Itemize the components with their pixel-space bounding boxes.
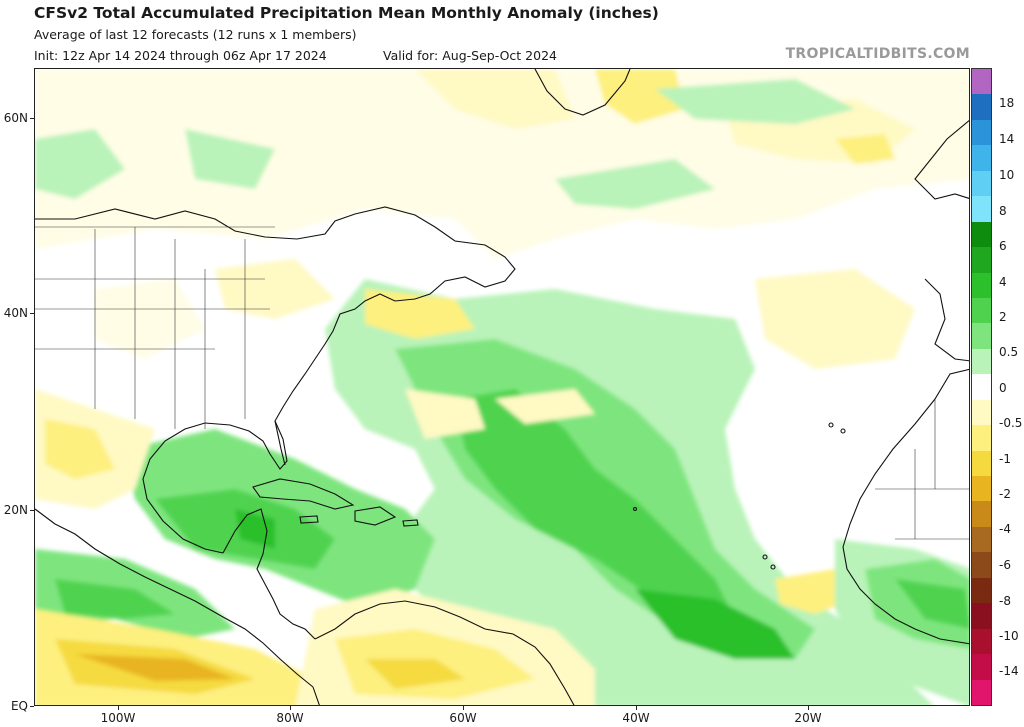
brand-watermark: TROPICALTIDBITS.COM bbox=[785, 46, 970, 62]
colorbar-segment bbox=[972, 679, 991, 706]
colorbar-segment bbox=[972, 399, 991, 426]
map-title: CFSv2 Total Accumulated Precipitation Me… bbox=[34, 4, 659, 22]
lat-tick bbox=[30, 313, 34, 314]
lat-tick bbox=[30, 706, 34, 707]
init-time: Init: 12z Apr 14 2024 through 06z Apr 17… bbox=[34, 48, 327, 63]
lon-label-60w: 60W bbox=[449, 711, 477, 725]
colorbar-label: 6 bbox=[999, 239, 1007, 253]
colorbar-segment bbox=[972, 552, 991, 579]
colorbar-segment bbox=[972, 94, 991, 121]
colorbar-label: 0 bbox=[999, 381, 1007, 395]
lat-label-20n: 20N bbox=[3, 503, 28, 517]
colorbar-segment bbox=[972, 69, 991, 95]
colorbar-segment bbox=[972, 196, 991, 223]
lon-label-40w: 40W bbox=[622, 711, 650, 725]
lat-tick bbox=[30, 118, 34, 119]
colorbar-segment bbox=[972, 654, 991, 681]
lon-label-100w: 100W bbox=[100, 711, 136, 725]
colorbar-segment bbox=[972, 272, 991, 299]
colorbar-label: -14 bbox=[999, 664, 1019, 678]
anomaly-field bbox=[35, 69, 969, 705]
colorbar-label: 4 bbox=[999, 275, 1007, 289]
lon-tick bbox=[290, 706, 291, 710]
colorbar-segment bbox=[972, 221, 991, 248]
colorbar-label: 2 bbox=[999, 310, 1007, 324]
colorbar-label: -2 bbox=[999, 487, 1011, 501]
colorbar-label: -6 bbox=[999, 558, 1011, 572]
lon-label-80w: 80W bbox=[276, 711, 304, 725]
colorbar-segment bbox=[972, 425, 991, 452]
colorbar-label: -10 bbox=[999, 629, 1019, 643]
colorbar-segment bbox=[972, 348, 991, 375]
colorbar-label: 0.5 bbox=[999, 345, 1019, 359]
colorbar-label: -8 bbox=[999, 594, 1011, 608]
map-canvas bbox=[35, 69, 969, 705]
lat-label-eq: EQ bbox=[10, 699, 28, 713]
colorbar-segment bbox=[972, 501, 991, 528]
map-subtitle: Average of last 12 forecasts (12 runs x … bbox=[34, 27, 357, 42]
colorbar-segment bbox=[972, 119, 991, 146]
colorbar-segment bbox=[972, 603, 991, 630]
colorbar-label: -0.5 bbox=[999, 416, 1023, 430]
colorbar-label: 18 bbox=[999, 96, 1015, 110]
lon-tick bbox=[636, 706, 637, 710]
colorbar-segment bbox=[972, 374, 991, 401]
lat-tick bbox=[30, 510, 34, 511]
colorbar-label: 10 bbox=[999, 168, 1015, 182]
colorbar-label: -1 bbox=[999, 452, 1011, 466]
colorbar-label: 14 bbox=[999, 132, 1015, 146]
colorbar-label: 8 bbox=[999, 204, 1007, 218]
colorbar-segment bbox=[972, 526, 991, 553]
colorbar-segment bbox=[972, 476, 991, 502]
colorbar-segment bbox=[972, 247, 991, 274]
colorbar-segment bbox=[972, 577, 991, 604]
colorbar-segment bbox=[972, 450, 991, 477]
borders bbox=[35, 226, 969, 540]
precip-anomaly-map[interactable] bbox=[34, 68, 970, 706]
colorbar-segment bbox=[972, 145, 991, 172]
colorbar-label: -4 bbox=[999, 522, 1011, 536]
lat-label-40n: 40N bbox=[3, 306, 28, 320]
lon-tick bbox=[808, 706, 809, 710]
colorbar bbox=[971, 68, 992, 706]
valid-period: Valid for: Aug-Sep-Oct 2024 bbox=[383, 48, 557, 63]
colorbar-segment bbox=[972, 170, 991, 197]
coastlines bbox=[35, 69, 969, 705]
lon-tick bbox=[118, 706, 119, 710]
colorbar-segment bbox=[972, 297, 991, 324]
lat-label-60n: 60N bbox=[3, 111, 28, 125]
lon-tick bbox=[463, 706, 464, 710]
colorbar-segment bbox=[972, 323, 991, 350]
colorbar-segment bbox=[972, 628, 991, 655]
lon-label-20w: 20W bbox=[794, 711, 822, 725]
